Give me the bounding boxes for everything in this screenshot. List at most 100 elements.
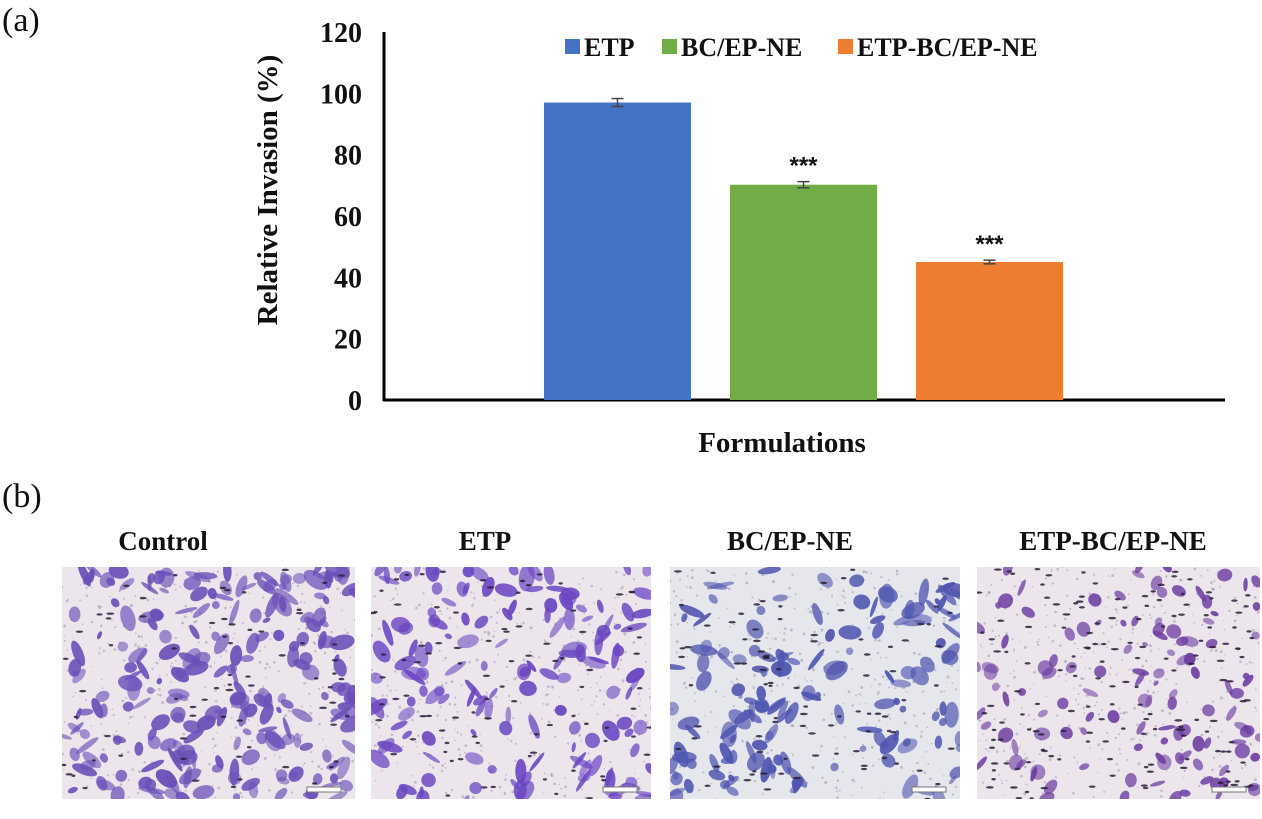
stained-cell xyxy=(877,586,898,603)
pore xyxy=(1080,677,1084,680)
nucleus xyxy=(1179,766,1188,770)
pore xyxy=(508,694,511,697)
nucleus xyxy=(874,712,882,715)
pore xyxy=(620,612,622,614)
pore xyxy=(995,750,999,753)
pore xyxy=(955,604,958,607)
pore xyxy=(278,756,281,759)
pore xyxy=(1219,585,1221,588)
pore xyxy=(542,618,546,622)
pore xyxy=(112,773,115,776)
stained-cell xyxy=(520,771,532,787)
nucleus xyxy=(1015,796,1023,799)
pore xyxy=(1133,706,1136,710)
stained-cell xyxy=(390,720,408,731)
pore xyxy=(718,643,721,647)
stained-cell xyxy=(869,615,886,624)
pore xyxy=(644,660,647,663)
stained-cell xyxy=(777,700,789,719)
nucleus xyxy=(1014,690,1022,693)
pore xyxy=(1192,613,1194,615)
pore xyxy=(530,627,532,629)
nucleus xyxy=(1209,597,1214,600)
nucleus xyxy=(1041,749,1048,753)
stained-cell xyxy=(849,574,865,588)
pore xyxy=(268,789,271,792)
pore xyxy=(1166,698,1168,701)
pore xyxy=(997,634,1001,637)
nucleus xyxy=(419,714,427,718)
pore xyxy=(632,578,636,581)
pore xyxy=(1005,632,1009,635)
pore xyxy=(224,649,228,653)
pore xyxy=(732,682,735,686)
pore xyxy=(1098,643,1101,646)
nucleus xyxy=(108,644,114,647)
pore xyxy=(1044,626,1047,629)
nucleus xyxy=(743,778,752,782)
pore xyxy=(211,737,215,741)
nucleus xyxy=(519,579,526,583)
pore xyxy=(572,627,576,631)
nucleus xyxy=(558,582,563,585)
pore xyxy=(1211,588,1215,591)
pore xyxy=(439,706,442,709)
stained-cell xyxy=(625,686,633,700)
pore xyxy=(273,660,276,664)
nucleus xyxy=(751,628,760,631)
pore xyxy=(858,693,861,696)
nucleus xyxy=(179,737,187,740)
stained-cell xyxy=(371,698,388,716)
pore xyxy=(214,699,218,703)
pore xyxy=(85,699,88,702)
pore xyxy=(1248,661,1252,664)
nucleus xyxy=(227,673,233,677)
pore xyxy=(752,686,756,689)
stained-cell xyxy=(1017,579,1026,596)
stained-cell xyxy=(1001,634,1009,649)
pore xyxy=(438,649,441,652)
y-tick-label: 100 xyxy=(320,79,362,110)
pore xyxy=(1200,574,1203,577)
nucleus xyxy=(1152,727,1158,731)
nucleus xyxy=(331,659,339,662)
pore xyxy=(447,589,449,592)
pore xyxy=(732,705,735,708)
pore xyxy=(1254,778,1257,782)
pore xyxy=(193,620,197,624)
pore xyxy=(1254,706,1257,709)
nucleus xyxy=(1078,595,1085,598)
pore xyxy=(879,797,881,799)
pore xyxy=(1002,749,1006,753)
nucleus xyxy=(901,698,907,702)
nucleus xyxy=(1160,625,1166,628)
pore xyxy=(353,619,355,622)
pore xyxy=(836,779,840,782)
pore xyxy=(274,768,277,772)
nucleus xyxy=(529,751,538,754)
stained-cell xyxy=(937,595,947,612)
pore xyxy=(273,754,276,756)
pore xyxy=(994,635,997,638)
pore xyxy=(1160,795,1163,798)
pore xyxy=(318,722,321,726)
pore xyxy=(431,766,435,769)
pore xyxy=(807,607,810,610)
nucleus xyxy=(75,630,84,633)
nucleus xyxy=(1108,616,1117,620)
pore xyxy=(570,636,573,638)
pore xyxy=(1216,735,1220,739)
pore xyxy=(852,780,856,783)
pore xyxy=(675,651,678,654)
nucleus xyxy=(999,721,1005,724)
nucleus xyxy=(704,784,711,787)
pore xyxy=(979,644,982,646)
nucleus xyxy=(118,754,124,757)
stained-cell xyxy=(546,585,569,592)
nucleus xyxy=(627,627,633,630)
pore xyxy=(794,593,797,596)
stained-cell xyxy=(242,728,252,736)
pore xyxy=(216,570,220,573)
stained-cell xyxy=(569,721,581,735)
stained-cell xyxy=(1080,727,1088,735)
